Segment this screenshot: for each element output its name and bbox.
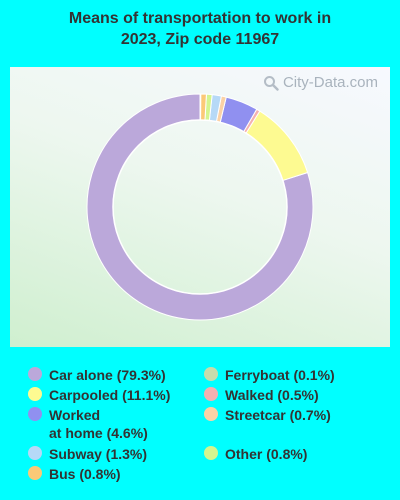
watermark-text: City-Data.com	[282, 74, 378, 91]
legend-label: Subway (1.3%)	[49, 446, 148, 462]
legend-label: Walked (0.5%)	[225, 387, 319, 403]
donut-chart	[86, 93, 314, 321]
chart-panel: City-Data.com	[10, 67, 390, 347]
legend-swatch	[28, 466, 42, 480]
donut-slice-ferryboat	[199, 93, 202, 121]
chart-title-line-2: 2023, Zip code 11967	[120, 31, 280, 48]
chart-title: Means of transportation to work in 2023,…	[0, 8, 400, 50]
legend-swatch	[28, 407, 42, 421]
legend-item: Car alone (79.3%)	[28, 366, 199, 384]
legend-swatch	[204, 367, 218, 381]
legend-label: Ferryboat (0.1%)	[225, 367, 335, 383]
legend-label: Bus (0.8%)	[49, 466, 121, 482]
watermark: City-Data.com	[263, 74, 378, 91]
legend-swatch	[28, 446, 42, 460]
legend-label: Worked at home (4.6%)	[49, 407, 148, 441]
legend-label: Car alone (79.3%)	[49, 367, 166, 383]
legend-swatch	[28, 387, 42, 401]
legend-item: Worked at home (4.6%)	[28, 406, 199, 442]
legend-swatch	[204, 387, 218, 401]
legend-label: Carpooled (11.1%)	[49, 387, 171, 403]
donut-slice-bus	[200, 93, 207, 121]
legend-swatch	[28, 367, 42, 381]
legend-label: Streetcar (0.7%)	[225, 407, 331, 423]
legend-item: Streetcar (0.7%)	[204, 406, 375, 424]
donut-inner-edge	[112, 119, 288, 295]
legend-item: Bus (0.8%)	[28, 465, 199, 483]
legend-item: Subway (1.3%)	[28, 445, 199, 463]
chart-title-line-1: Means of transportation to work in	[68, 10, 332, 27]
legend-item: Walked (0.5%)	[204, 386, 375, 404]
legend-item: Ferryboat (0.1%)	[204, 366, 375, 384]
donut-slice-carpooled	[245, 110, 309, 182]
legend-swatch	[204, 407, 218, 421]
legend-item: Carpooled (11.1%)	[28, 386, 199, 404]
magnifier-icon	[263, 75, 279, 91]
legend-item: Other (0.8%)	[204, 445, 375, 463]
legend-label: Other (0.8%)	[225, 446, 308, 462]
legend-swatch	[204, 446, 218, 460]
